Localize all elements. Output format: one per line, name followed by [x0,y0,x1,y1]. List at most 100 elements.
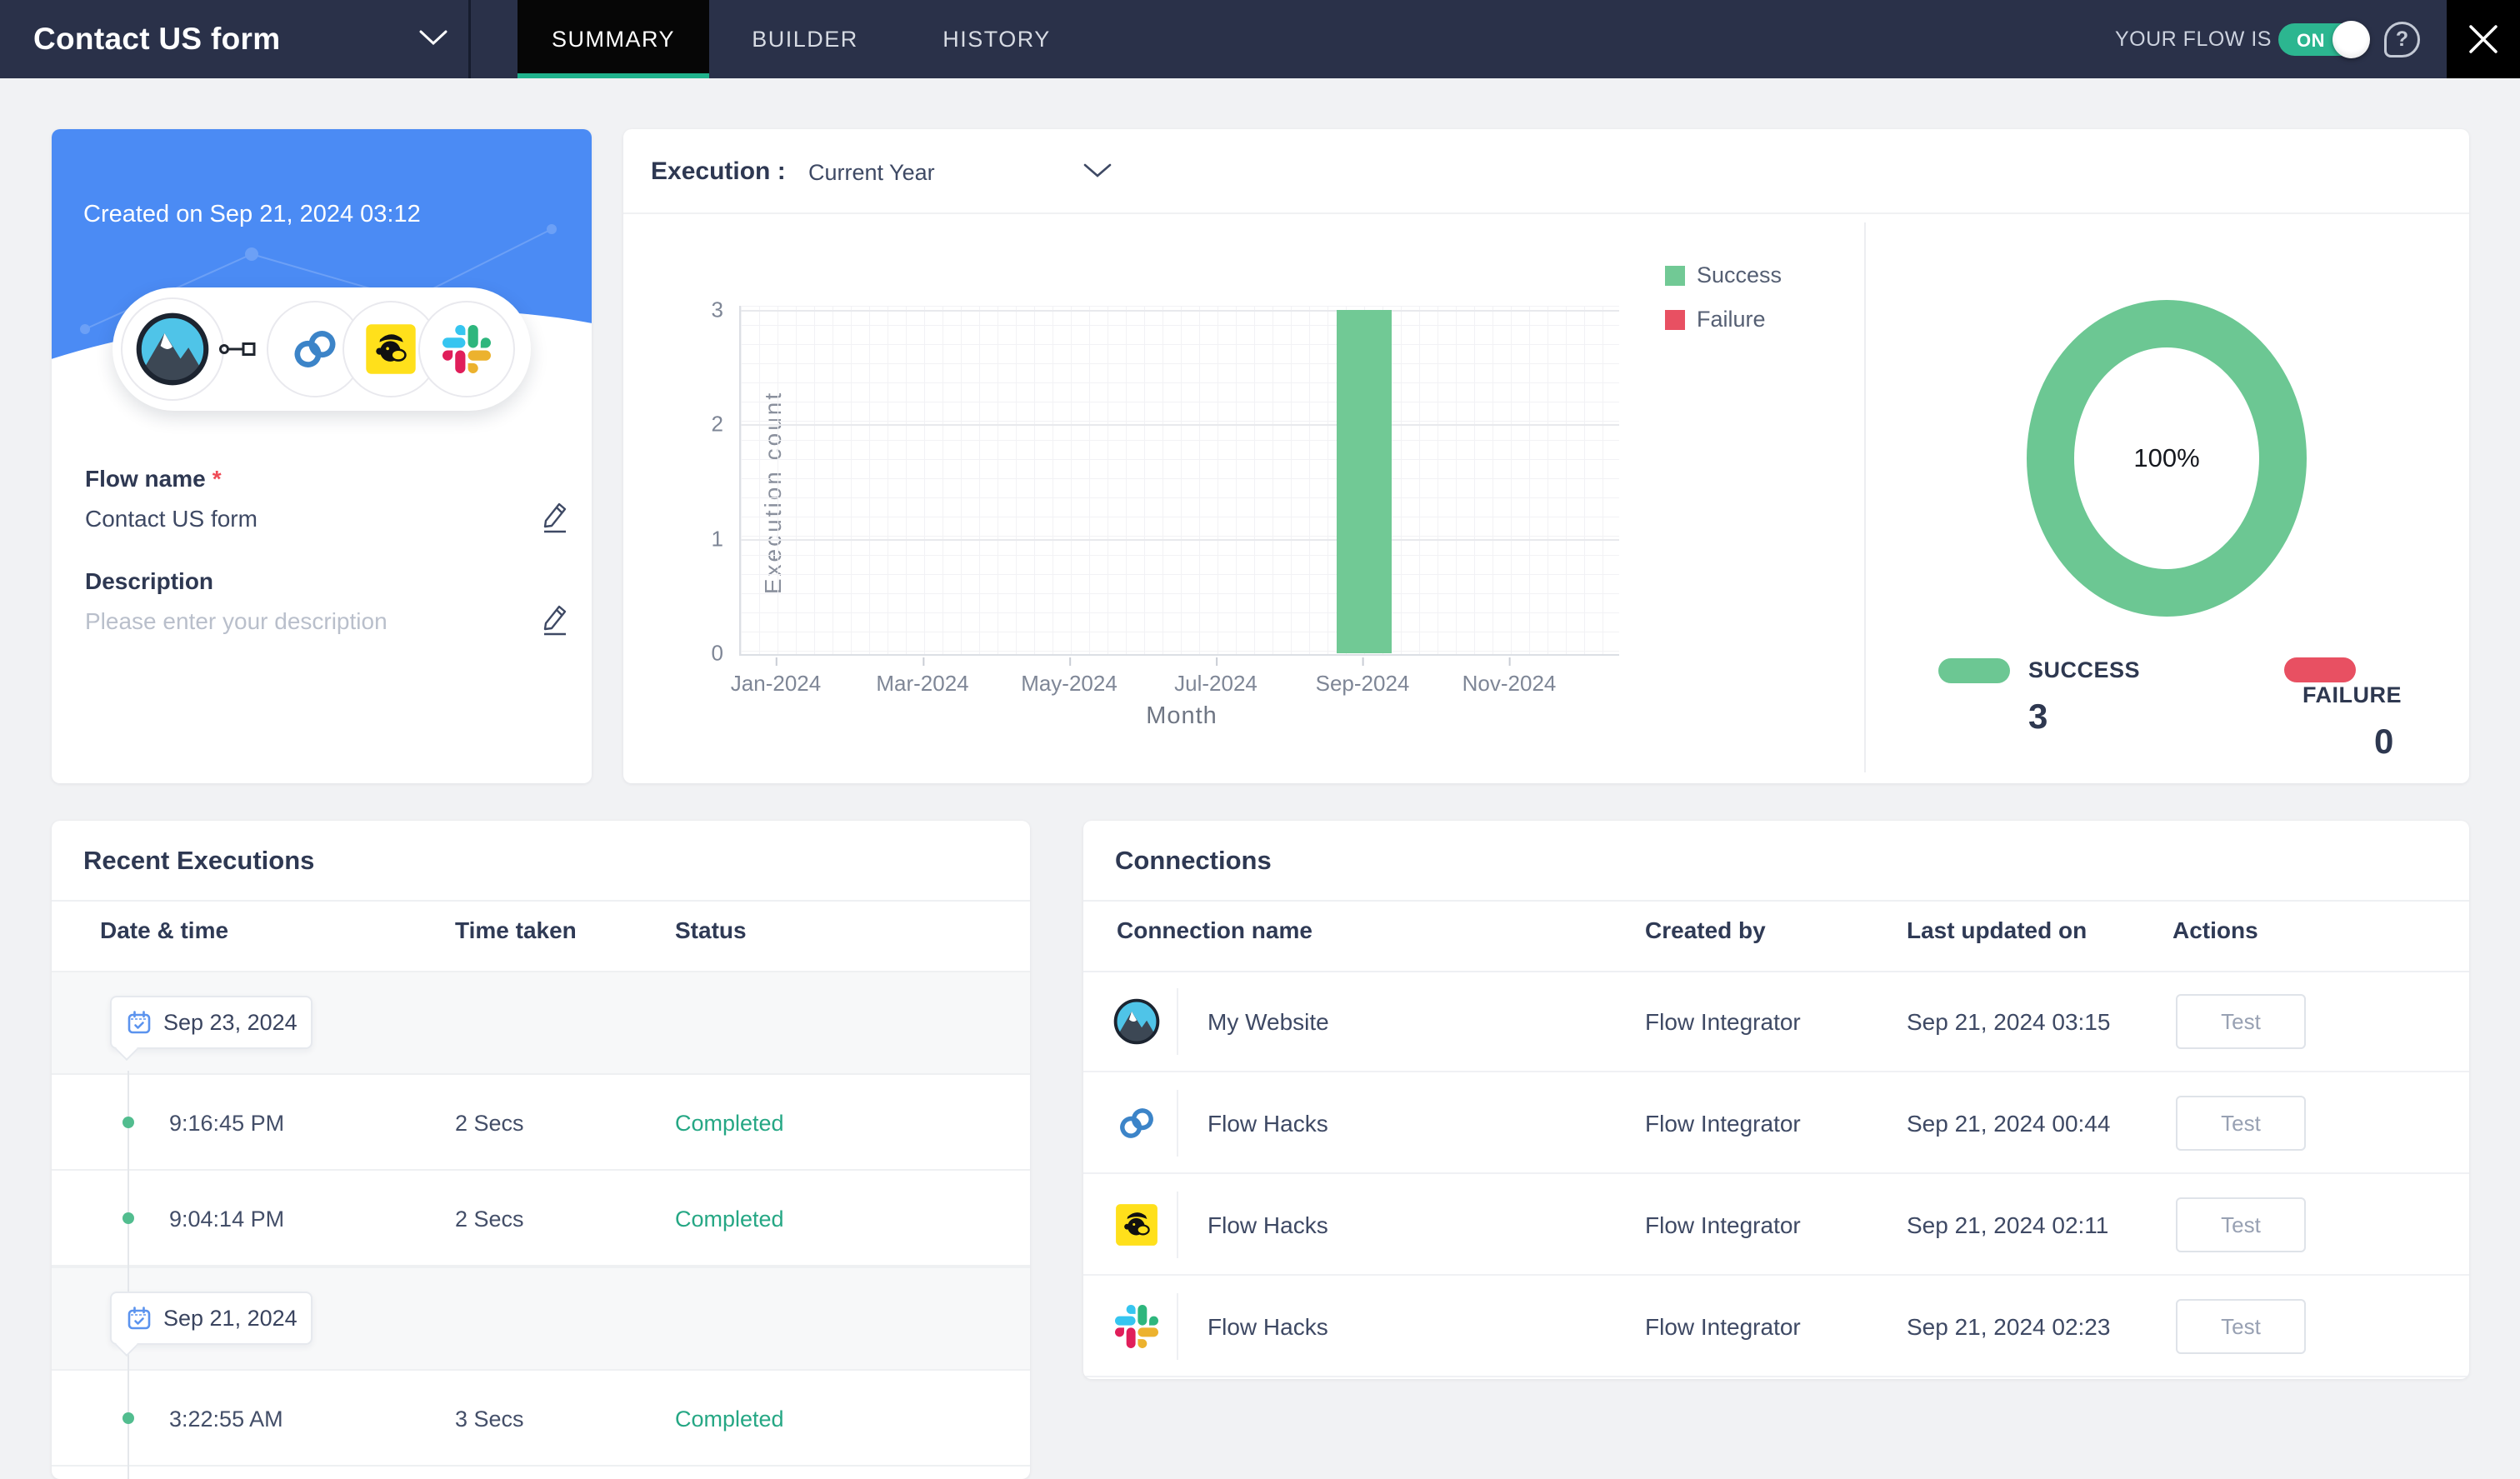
pencil-icon [539,600,571,637]
connection-name: Flow Hacks [1208,1314,1328,1341]
date-chip: Sep 21, 2024 [110,1292,312,1345]
gridline [741,539,1619,541]
success-pill-icon [1938,658,2010,683]
date-chip: Sep 23, 2024 [110,996,312,1049]
flow-title-dropdown[interactable]: Contact US form [33,0,448,78]
toggle-knob[interactable] [2332,21,2370,58]
execution-header: Execution : Current Year [623,129,2469,214]
pencil-icon [539,497,571,534]
zoho-flow-icon [1115,1102,1158,1145]
toggle-on-label: ON [2297,30,2325,52]
divider [1177,1090,1178,1157]
connection-last-updated: Sep 21, 2024 00:44 [1907,1111,2110,1137]
connection-name: Flow Hacks [1208,1212,1328,1239]
bar-success-Sep-2024 [1337,310,1392,653]
divider [1083,900,2469,902]
connection-row: Flow Hacks Flow Integrator Sep 21, 2024 … [1083,1276,2469,1377]
x-tick-label: Mar-2024 [876,671,968,697]
recent-executions-title: Recent Executions [83,846,314,876]
connection-name: My Website [1208,1009,1329,1036]
column-header-status: Status [675,917,747,944]
execution-time-taken: 3 Secs [455,1407,524,1432]
execution-dot-icon [122,1412,134,1424]
flow-on-toggle[interactable]: ON [2278,23,2368,56]
execution-time-taken: 2 Secs [455,1207,524,1232]
failure-pill-icon [2284,657,2356,682]
close-button[interactable] [2447,0,2520,78]
app-avatar-my-website [121,297,224,401]
connection-created-by: Flow Integrator [1645,1314,1801,1341]
execution-panel: Execution : Current Year Execution count… [623,129,2469,783]
tab-history[interactable]: HISTORY [901,0,1092,78]
legend-item-failure: Failure [1665,307,1782,332]
execution-bar-chart [739,306,1619,656]
y-tick-label: 0 [673,641,723,667]
execution-status: Completed [675,1111,784,1137]
slack-icon [1115,1305,1158,1348]
date-chip-label: Sep 21, 2024 [163,1306,298,1332]
flow-state-label: YOUR FLOW IS [2115,0,2272,78]
connection-name: Flow Hacks [1208,1111,1328,1137]
execution-time-taken: 2 Secs [455,1111,524,1137]
mailchimp-icon [365,323,417,375]
x-tick-label: Sep-2024 [1316,671,1410,697]
connection-last-updated: Sep 21, 2024 03:15 [1907,1009,2110,1036]
connections-panel: Connections Connection name Created by L… [1083,821,2469,1379]
zoho-flow-icon [288,322,342,376]
success-label: SUCCESS [2028,657,2140,683]
y-tick-label: 2 [673,412,723,437]
edit-description-button[interactable] [539,600,572,637]
divider [1177,1192,1178,1258]
connection-app-zoho-flow-icon [1112,1098,1162,1148]
app-avatar-slack [418,301,515,397]
y-tick-label: 1 [673,526,723,552]
chart-legend: Success Failure [1665,262,1782,351]
edit-flow-name-button[interactable] [539,497,572,534]
tab-summary[interactable]: SUMMARY [518,0,709,78]
connection-last-updated: Sep 21, 2024 02:11 [1907,1212,2108,1239]
legend-item-success: Success [1665,262,1782,288]
description-placeholder: Please enter your description [85,608,388,635]
flow-title: Contact US form [33,22,280,57]
execution-row: 9:16:45 PM 2 Secs Completed [52,1075,1030,1171]
divider [1177,1293,1178,1360]
description-label: Description [85,568,213,595]
test-connection-button[interactable]: Test [2176,1197,2306,1252]
divider [1177,988,1178,1055]
test-connection-button[interactable]: Test [2176,1299,2306,1354]
column-header-time-taken: Time taken [455,917,577,944]
required-asterisk: * [212,466,222,492]
calendar-icon [127,1010,152,1035]
x-tick-label: Jan-2024 [731,671,821,697]
connections-title: Connections [1115,846,1272,876]
execution-status: Completed [675,1207,784,1232]
gridline [741,310,1619,312]
legend-label: Success [1697,262,1782,288]
slack-icon [442,325,491,373]
close-icon [2466,22,2501,57]
connection-app-slack-icon [1112,1302,1162,1352]
recent-executions-panel: Recent Executions Date & time Time taken… [52,821,1030,1479]
my-website-icon [1112,997,1161,1046]
column-header-date-time: Date & time [100,917,228,944]
flow-apps-pill [112,287,531,411]
connection-app-mailchimp-icon [1112,1200,1162,1250]
test-connection-button[interactable]: Test [2176,994,2306,1049]
connection-row: Flow Hacks Flow Integrator Sep 21, 2024 … [1083,1072,2469,1174]
legend-swatch [1665,266,1685,286]
chevron-down-icon[interactable] [1083,162,1112,183]
execution-range-select[interactable]: Current Year [808,160,935,186]
execution-dot-icon [122,1212,134,1224]
column-header-actions: Actions [2172,917,2258,944]
legend-swatch [1665,310,1685,330]
topbar-divider [468,0,471,78]
flow-name-label: Flow name* [85,466,222,492]
help-icon[interactable]: ? [2384,22,2420,57]
execution-time: 9:16:45 PM [169,1111,284,1137]
legend-label: Failure [1697,307,1766,332]
test-connection-button[interactable]: Test [2176,1096,2306,1151]
tab-builder[interactable]: BUILDER [709,0,901,78]
connection-created-by: Flow Integrator [1645,1111,1801,1137]
failure-label: FAILURE [2302,682,2402,708]
tab-bar: SUMMARYBUILDERHISTORY [518,0,1092,78]
